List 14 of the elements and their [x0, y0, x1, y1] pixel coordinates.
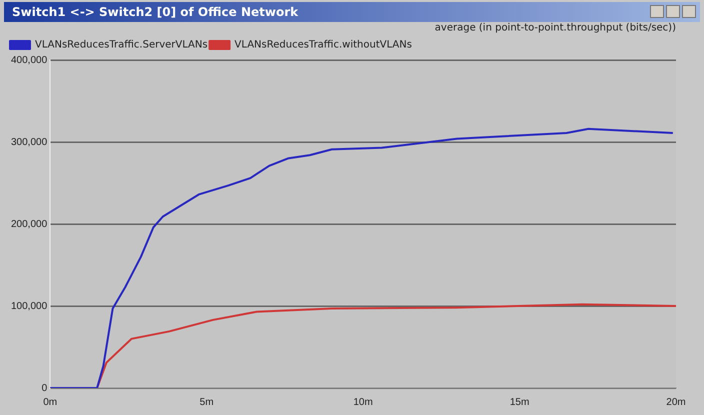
- x-tick-label: 15m: [510, 396, 530, 408]
- x-tick-label: 0m: [43, 396, 58, 408]
- legend-label: VLANsReducesTraffic.ServerVLANs: [35, 40, 208, 51]
- chart-subtitle: average (in point-to-point.throughput (bits/sec)): [434, 22, 676, 34]
- x-tick-label: 10m: [353, 396, 373, 408]
- y-tick-label: 0: [42, 382, 48, 394]
- y-tick-label: 100,000: [10, 300, 48, 312]
- y-tick-label: 400,000: [10, 54, 48, 66]
- legend-label: VLANsReducesTraffic.withoutVLANs: [234, 40, 412, 51]
- x-tick-label: 5m: [200, 396, 214, 408]
- y-tick-label: 300,000: [10, 136, 48, 148]
- chart-title: Switch1 <-> Switch2 [0] of Office Network: [12, 5, 298, 19]
- x-tick-label: 20m: [666, 396, 686, 408]
- y-tick-label: 200,000: [10, 218, 48, 230]
